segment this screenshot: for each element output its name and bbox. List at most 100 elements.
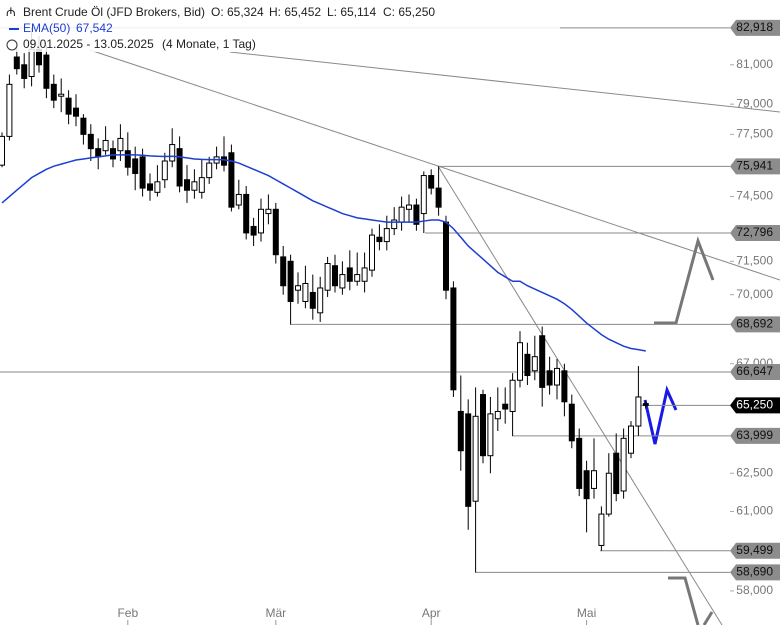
candle-body xyxy=(628,425,634,454)
plot: 81,00079,00077,50074,50071,50070,00067,0… xyxy=(0,19,780,625)
y-tick-label: 74,500 xyxy=(736,189,773,203)
projection-current xyxy=(643,385,678,445)
candle-body xyxy=(472,415,479,502)
candle-body xyxy=(398,206,405,223)
candle-body xyxy=(413,204,420,225)
candle-body xyxy=(583,470,590,500)
candle-body xyxy=(376,236,383,243)
ema-line xyxy=(1,154,646,352)
candle-body xyxy=(21,64,28,79)
candle-body xyxy=(383,228,390,243)
candle-body xyxy=(309,291,316,309)
candle-body xyxy=(13,56,20,70)
candle-body xyxy=(228,152,235,208)
candle-body xyxy=(102,139,109,152)
level-box xyxy=(730,158,780,175)
level-box xyxy=(730,19,780,36)
candle-body xyxy=(154,181,161,193)
level-label: 58,690 xyxy=(736,564,773,578)
y-tick-label: 71,500 xyxy=(736,253,773,267)
candle-body xyxy=(487,413,494,457)
candle-body xyxy=(169,144,176,162)
candle-body xyxy=(346,267,353,282)
level-box xyxy=(730,427,780,444)
candle-body xyxy=(428,175,435,189)
candle-body xyxy=(354,274,361,282)
candle-body xyxy=(339,274,346,289)
x-tick-label: Mär xyxy=(265,606,286,620)
y-tick-label: 77,500 xyxy=(736,127,773,141)
candle-body xyxy=(369,234,375,271)
projection-down xyxy=(702,611,714,625)
candle-body xyxy=(620,437,627,492)
candle-body xyxy=(576,437,583,489)
date-range: 09.01.2025 - 13.05.2025 xyxy=(23,37,154,51)
candle-body xyxy=(221,156,227,166)
candle-body xyxy=(591,470,597,489)
level-label: 68,692 xyxy=(736,317,773,331)
candle-body xyxy=(332,265,338,287)
y-tick-label: 61,000 xyxy=(736,504,773,518)
y-tick-label: 62,500 xyxy=(736,465,773,479)
candle-body xyxy=(250,225,257,236)
last-price-label: 65,250 xyxy=(736,398,773,412)
candle-body xyxy=(95,148,102,158)
x-tick-label: Apr xyxy=(422,606,441,620)
candle-body xyxy=(317,287,324,314)
candle-body xyxy=(450,287,457,391)
candle-body xyxy=(539,335,546,388)
candle-body xyxy=(6,83,13,137)
candle-body xyxy=(117,137,124,152)
x-tick-label: Mai xyxy=(577,606,596,620)
candle-body xyxy=(391,219,398,230)
trend-line xyxy=(229,51,780,113)
y-tick-label: 58,000 xyxy=(736,583,773,597)
candle-body xyxy=(243,193,250,234)
candle-body xyxy=(406,204,412,210)
level-box xyxy=(730,364,780,381)
title: Brent Crude Öl (JFD Brokers, Bid) xyxy=(23,5,205,19)
candle-body xyxy=(184,179,190,191)
candle-body xyxy=(124,150,131,168)
level-label: 72,796 xyxy=(736,225,773,239)
candle-body xyxy=(517,342,523,381)
level-box xyxy=(730,542,780,559)
candle-body xyxy=(87,133,94,150)
candle-body xyxy=(465,413,472,507)
candle-body xyxy=(635,396,642,427)
candle-body xyxy=(509,379,516,412)
candle-body xyxy=(139,156,146,189)
level-label: 82,918 xyxy=(736,20,773,34)
x-tick-label: Feb xyxy=(117,606,138,620)
candle-body xyxy=(50,83,57,101)
candle-body xyxy=(605,472,612,515)
candle-body xyxy=(480,394,486,457)
candle-body xyxy=(457,410,464,452)
period: (4 Monate, 1 Tag) xyxy=(162,37,256,51)
candle-body xyxy=(494,410,501,420)
legend-value: 67,542 xyxy=(76,21,113,35)
candle-body xyxy=(295,285,301,291)
candle-body xyxy=(198,177,205,193)
candle-body xyxy=(420,175,427,215)
candle-body xyxy=(0,135,5,166)
candle-body xyxy=(361,267,368,282)
candle-body xyxy=(28,48,35,77)
y-tick-label: 79,000 xyxy=(736,96,773,110)
ohlc: L: 65,114 xyxy=(327,5,376,19)
level-label: 63,999 xyxy=(736,428,773,442)
y-tick-label: 81,000 xyxy=(736,57,773,71)
candle-body xyxy=(43,54,50,89)
candle-body xyxy=(561,370,568,403)
level-box xyxy=(730,316,780,333)
candle-body xyxy=(598,513,605,546)
candle-body xyxy=(80,117,87,135)
candle-body xyxy=(302,282,309,302)
candle-body xyxy=(613,452,620,495)
last-price-box xyxy=(730,397,780,414)
candle-body xyxy=(65,97,72,115)
level-box xyxy=(730,564,780,581)
candle-body xyxy=(324,263,331,291)
candle-body xyxy=(435,187,442,208)
y-tick-label: 70,000 xyxy=(736,287,773,301)
